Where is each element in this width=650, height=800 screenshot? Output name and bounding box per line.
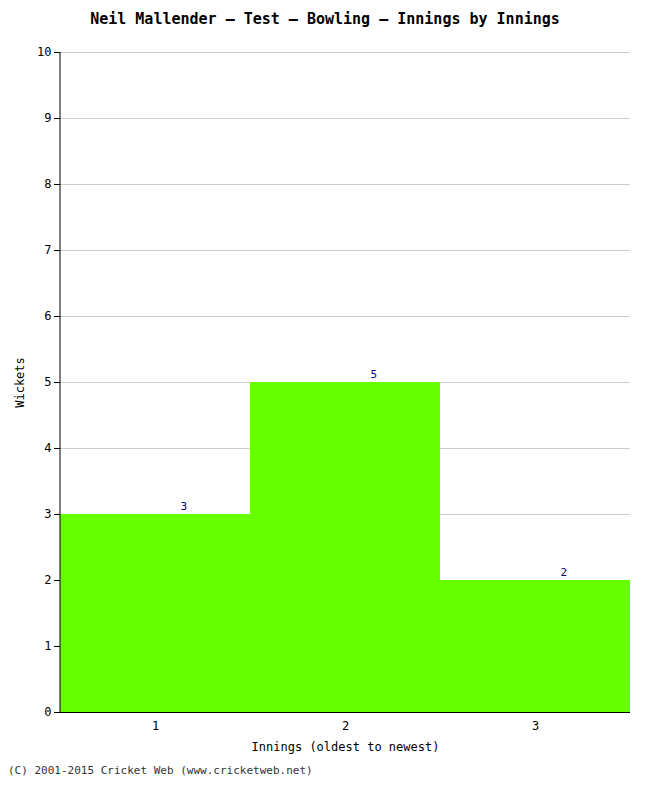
svg-text:Wickets: Wickets bbox=[13, 357, 27, 408]
svg-text:Innings (oldest to newest): Innings (oldest to newest) bbox=[252, 740, 440, 754]
svg-text:6: 6 bbox=[44, 309, 51, 323]
svg-text:3: 3 bbox=[181, 500, 188, 513]
svg-text:4: 4 bbox=[44, 441, 51, 455]
svg-text:3: 3 bbox=[532, 719, 539, 733]
svg-text:2: 2 bbox=[44, 573, 51, 587]
svg-text:2: 2 bbox=[342, 719, 349, 733]
svg-text:1: 1 bbox=[152, 719, 159, 733]
svg-text:7: 7 bbox=[44, 243, 51, 257]
svg-text:5: 5 bbox=[371, 368, 378, 381]
svg-text:8: 8 bbox=[44, 177, 51, 191]
svg-text:3: 3 bbox=[44, 507, 51, 521]
svg-text:10: 10 bbox=[37, 45, 51, 59]
svg-text:2: 2 bbox=[561, 566, 568, 579]
svg-text:1: 1 bbox=[44, 639, 51, 653]
html-text:Neil Mallender – Test – Bowlin: Neil Mallender – Test – Bowling – Inning… bbox=[90, 10, 560, 28]
html-text:(C) 2001-2015 Cricket Web (www: (C) 2001-2015 Cricket Web (www.cricketwe… bbox=[8, 764, 313, 777]
svg-text:0: 0 bbox=[44, 705, 51, 719]
svg-text:9: 9 bbox=[44, 111, 51, 125]
svg-text:5: 5 bbox=[44, 375, 51, 389]
